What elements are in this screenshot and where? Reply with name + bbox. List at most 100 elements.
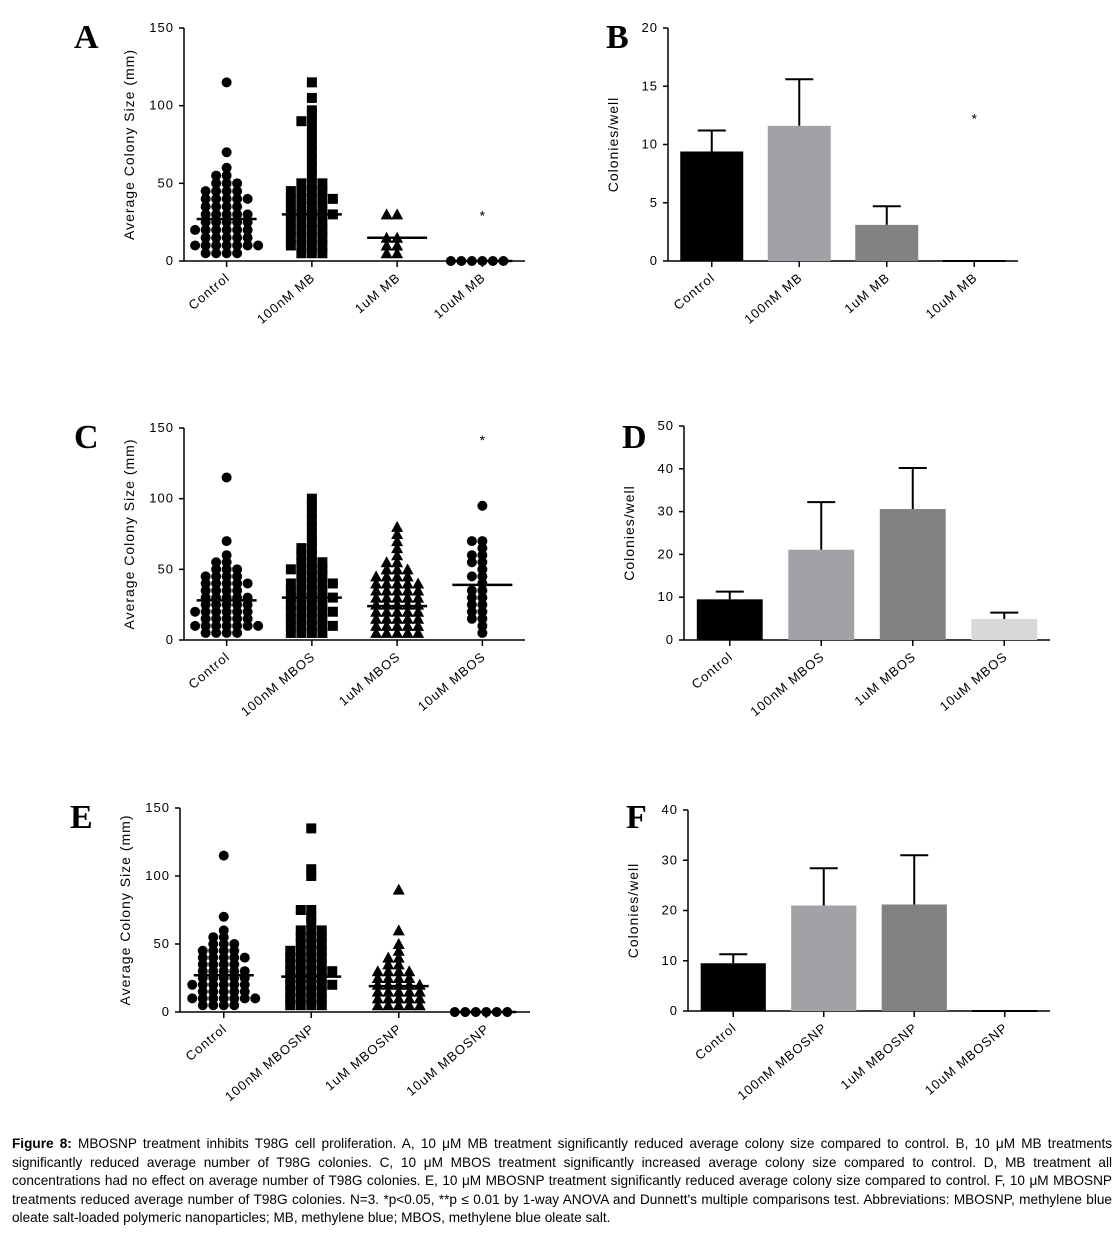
- data-point-circle: [466, 585, 477, 596]
- bar: [700, 963, 766, 1011]
- data-point-triangle: [403, 999, 416, 1011]
- data-point-square: [295, 993, 306, 1004]
- data-point-square: [306, 131, 317, 142]
- x-tick-label: 10uM MBOS: [415, 649, 489, 714]
- data-point-circle: [242, 599, 253, 610]
- data-point-circle: [187, 979, 198, 990]
- data-point-square: [306, 911, 317, 922]
- data-point-circle: [253, 620, 264, 631]
- x-tick-label: 100nM MB: [741, 270, 805, 327]
- data-point-triangle: [401, 584, 414, 596]
- data-point-circle: [211, 627, 222, 638]
- data-point-circle: [477, 536, 488, 547]
- data-point-circle: [211, 571, 222, 582]
- data-point-square: [306, 155, 317, 166]
- x-tick-label: Control: [183, 1021, 230, 1064]
- data-point-circle: [232, 178, 243, 189]
- data-point-square: [296, 550, 307, 561]
- data-point-square: [306, 966, 317, 977]
- data-point-square: [327, 578, 338, 589]
- data-point-triangle: [392, 972, 405, 983]
- x-tick-label: 1uM MBOSNP: [322, 1021, 405, 1094]
- data-point-square: [317, 232, 328, 243]
- data-point-square: [306, 571, 317, 582]
- x-tick-label: 100nM MBOSNP: [222, 1021, 317, 1104]
- data-point-triangle: [403, 985, 416, 997]
- data-point-circle: [211, 557, 222, 568]
- panel-label: B: [606, 19, 629, 56]
- data-point-square: [306, 993, 317, 1004]
- data-point-square: [285, 959, 296, 970]
- data-point-circle: [232, 201, 243, 212]
- data-point-square: [285, 240, 296, 251]
- y-tick-label: 0: [166, 632, 174, 647]
- data-point-circle: [211, 613, 222, 624]
- data-point-triangle: [370, 626, 383, 638]
- data-point-square: [295, 986, 306, 997]
- data-point-square: [317, 599, 328, 610]
- data-point-square: [306, 564, 317, 575]
- bar: [791, 905, 857, 1011]
- data-point-square: [296, 620, 307, 631]
- y-tick-label: 20: [662, 903, 678, 918]
- data-point-triangle: [403, 972, 416, 983]
- chart-b: B 0 5 10 15 20 Colonies/well Control 100nM MB 1uM…: [605, 19, 1018, 327]
- data-point-square: [296, 232, 307, 243]
- data-point-triangle: [391, 605, 404, 617]
- data-point-circle: [190, 224, 201, 235]
- data-point-triangle: [391, 542, 404, 554]
- y-tick-label: 150: [149, 420, 174, 435]
- data-point-circle: [232, 578, 243, 589]
- y-tick-label: 5: [650, 195, 658, 210]
- y-axis-label: Average Colony Size (mm): [121, 49, 137, 240]
- data-point-triangle: [412, 605, 425, 617]
- data-point-square: [306, 905, 317, 915]
- data-point-square: [306, 108, 317, 119]
- data-point-triangle: [392, 938, 405, 949]
- data-point-circle: [466, 606, 477, 617]
- data-point-circle: [221, 557, 232, 568]
- data-point-circle: [200, 240, 211, 251]
- data-point-square: [306, 986, 317, 997]
- data-point-square: [306, 620, 317, 631]
- data-point-triangle: [380, 612, 393, 624]
- data-point-square: [285, 1000, 296, 1011]
- panel-label: F: [626, 799, 647, 836]
- data-point-circle: [218, 850, 229, 861]
- bar: [881, 904, 947, 1011]
- data-point-square: [285, 224, 296, 235]
- bar: [680, 151, 744, 261]
- data-point-circle: [221, 209, 232, 220]
- data-point-square: [306, 864, 317, 875]
- data-point-square: [306, 606, 317, 617]
- data-point-square: [296, 543, 307, 554]
- data-point-square: [295, 939, 306, 949]
- panel-label: A: [74, 19, 99, 56]
- panel-f: F 0 10 20 30 40 Colonies/well Control 100nM MBOS…: [560, 780, 1120, 1140]
- data-point-circle: [211, 178, 222, 189]
- data-point-triangle: [391, 563, 404, 575]
- data-point-square: [296, 585, 307, 596]
- data-point-triangle: [371, 965, 384, 977]
- y-tick-label: 0: [650, 253, 658, 268]
- data-point-circle: [466, 599, 477, 610]
- data-point-circle: [242, 620, 253, 631]
- data-point-circle: [221, 606, 232, 617]
- data-point-circle: [221, 599, 232, 610]
- data-point-square: [285, 966, 296, 977]
- data-point-triangle: [391, 626, 404, 638]
- data-point-square: [296, 599, 307, 610]
- data-point-circle: [211, 585, 222, 596]
- data-point-triangle: [380, 619, 393, 631]
- panel-d: D 0 10 20 30 40 50 Colonies/well Control 100nM MB…: [560, 400, 1120, 760]
- data-point-circle: [477, 599, 488, 610]
- data-point-circle: [221, 536, 232, 547]
- panel-e: E 0 50 100 150 Average Colony Size (mm) Contro…: [0, 780, 560, 1140]
- y-tick-label: 50: [158, 175, 174, 190]
- data-point-square: [306, 507, 317, 518]
- data-point-square: [306, 945, 317, 956]
- y-tick-label: 0: [670, 1003, 678, 1018]
- data-point-square: [296, 578, 307, 589]
- data-point-square: [306, 599, 317, 610]
